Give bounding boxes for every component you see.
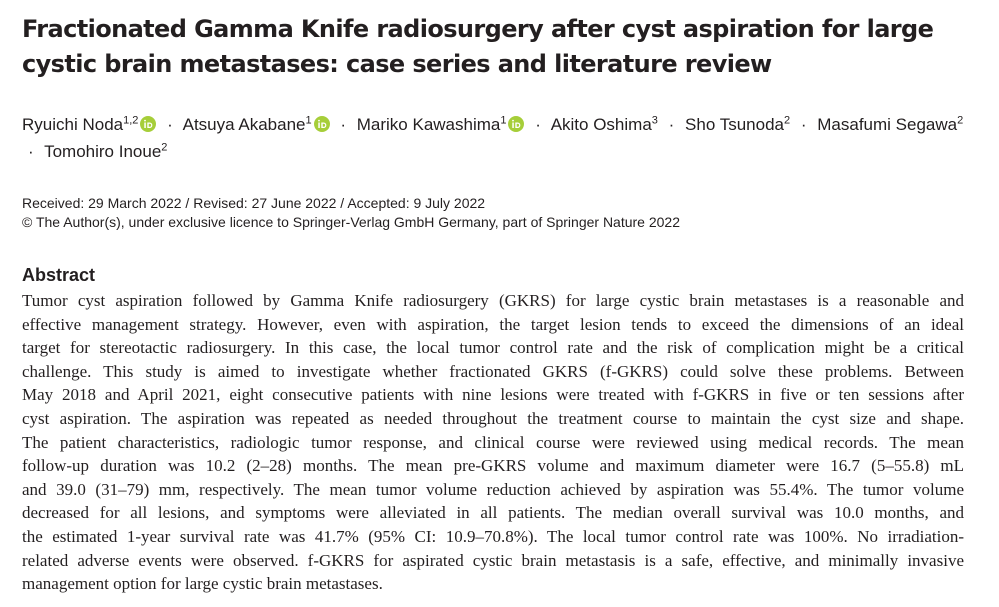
authors: Ryuichi Noda1,2 · Atsuya Akabane1 · Mari… <box>22 112 967 164</box>
abstract-line: effective management strategy. However, … <box>22 314 964 334</box>
author-affiliation: 2 <box>783 114 791 127</box>
abstract-heading: Abstract <box>22 265 96 285</box>
author: Ryuichi Noda1,2 <box>22 114 157 134</box>
abstract-line: Tumor cyst aspiration followed by Gamma … <box>22 291 964 310</box>
abstract-line: The patient characteristics, radiologic … <box>22 432 964 452</box>
author-separator: · <box>800 115 807 134</box>
author: Mariko Kawashima1 <box>357 115 525 134</box>
abstract-body: Tumor cyst aspiration followed by Gamma … <box>22 289 964 596</box>
title-line: Fractionated Gamma Knife radiosurgery af… <box>22 15 934 43</box>
author-affiliation: 1,2 <box>123 114 139 127</box>
author-name: Tomohiro Inoue <box>44 142 162 161</box>
author-affiliation: 2 <box>957 114 964 127</box>
copyright: © The Author(s), under exclusive licence… <box>22 214 680 230</box>
author-name: Akito Oshima <box>550 115 652 134</box>
author-affiliation: 1 <box>500 114 507 127</box>
abstract-line: management option for large cystic brain… <box>22 574 383 594</box>
author: Sho Tsunoda2 <box>685 115 790 134</box>
abstract-line: decreased for all lesions, and symptoms … <box>22 503 964 523</box>
author-affiliation: 1 <box>305 114 312 127</box>
author: Akito Oshima3 <box>551 115 658 134</box>
author-name: Mariko Kawashima <box>356 115 501 134</box>
author-separator: · <box>167 115 173 134</box>
abstract-line: target for stereotactic radiosurgery. In… <box>22 338 964 358</box>
author: Atsuya Akabane1 <box>183 115 330 134</box>
abstract-line: follow-up duration was 10.2 (2–28) month… <box>22 456 964 476</box>
author-affiliation: 2 <box>161 141 168 154</box>
title: Fractionated Gamma Knife radiosurgery af… <box>22 12 934 82</box>
abstract-line: related adverse events were observed. f-… <box>22 550 964 570</box>
author: Tomohiro Inoue2 <box>44 142 167 161</box>
author-separator: · <box>668 115 675 134</box>
author-separator: · <box>340 115 347 134</box>
abstract-line: challenge. This study is aimed to invest… <box>22 361 964 381</box>
dates: Received: 29 March 2022 / Revised: 27 Ju… <box>22 195 486 211</box>
orcid-icon <box>140 114 157 139</box>
author-name: Masafumi Segawa <box>817 115 958 134</box>
author-name: Atsuya Akabane <box>182 115 306 134</box>
title-line: cystic brain metastases: case series and… <box>22 50 772 78</box>
author: Masafumi Segawa2 <box>817 115 963 134</box>
orcid-icon <box>508 114 525 139</box>
abstract-line: the estimated 1-year survival rate was 4… <box>22 526 964 546</box>
abstract-line: and 39.0 (31–79) mm, respectively. The m… <box>22 479 964 499</box>
abstract-line: May 2018 and April 2021, eight consecuti… <box>22 385 964 405</box>
author-affiliation: 3 <box>651 114 658 127</box>
meta: Received: 29 March 2022 / Revised: 27 Ju… <box>22 194 680 232</box>
author-separator: · <box>28 142 34 161</box>
author-name: Ryuichi Noda <box>22 115 124 134</box>
author-separator: · <box>535 115 541 134</box>
orcid-icon <box>313 114 330 139</box>
abstract-line: cyst aspiration. The aspiration was repe… <box>22 408 964 428</box>
author-name: Sho Tsunoda <box>685 115 784 134</box>
